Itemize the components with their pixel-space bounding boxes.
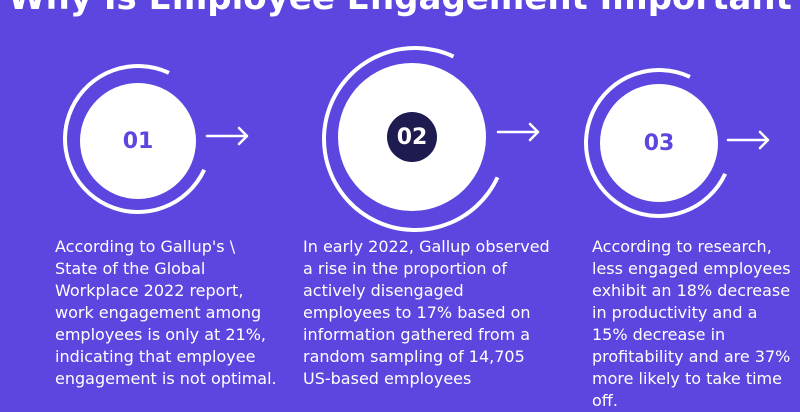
step-3-disc: 03 — [600, 84, 718, 202]
step-1-description: According to Gallup's \ State of the Glo… — [55, 237, 277, 388]
step-3-number: 03 — [643, 130, 675, 156]
arrow-right-icon — [205, 126, 249, 146]
step-1-number: 01 — [122, 128, 154, 154]
step-1-disc: 01 — [80, 83, 196, 199]
arrow-right-icon — [496, 122, 540, 142]
arrow-right-icon — [726, 130, 770, 150]
page-title: Why Is Employee Engagement Important — [0, 0, 800, 18]
step-3-description: According to research, less engaged empl… — [592, 237, 791, 410]
step-2-description: In early 2022, Gallup observed a rise in… — [303, 237, 550, 388]
step-2-disc: 02 — [338, 63, 486, 211]
step-2-number: 02 — [387, 112, 437, 162]
